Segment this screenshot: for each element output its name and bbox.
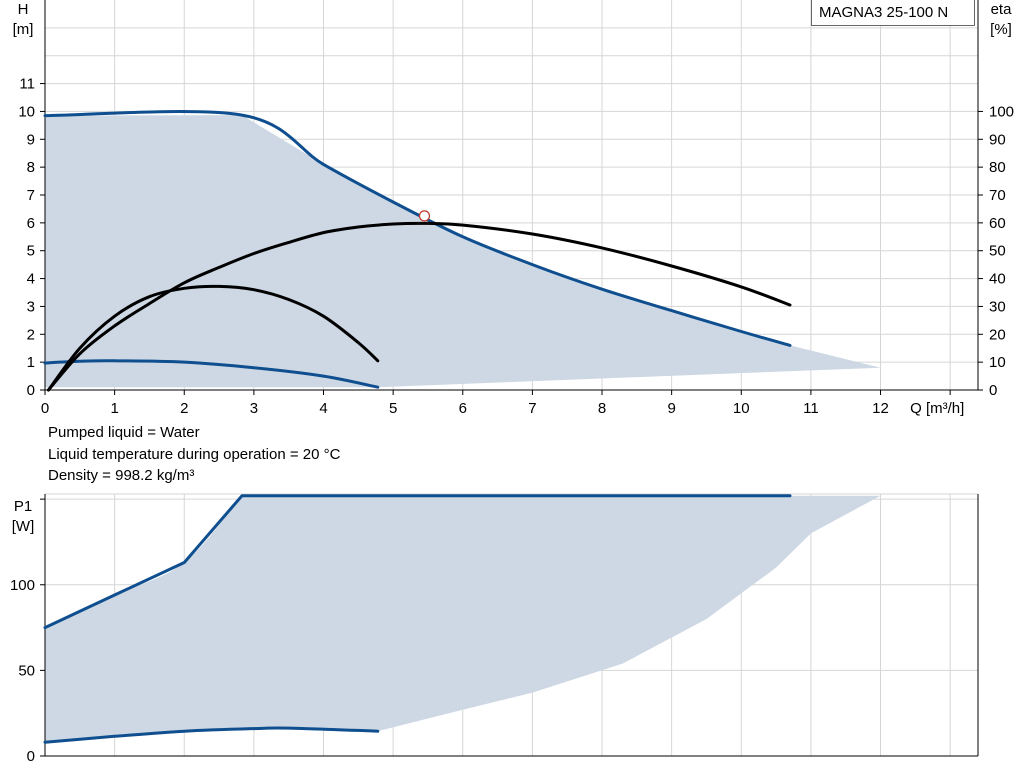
head-x-tick-label: 8 xyxy=(598,400,606,417)
head-y-tick-label: 0 xyxy=(27,382,35,399)
head-series-line-3 xyxy=(47,284,380,392)
pump-name-label: MAGNA3 25-100 N xyxy=(811,0,975,26)
eta-y-axis-label: eta xyxy=(991,1,1013,18)
head-x-tick-label: 10 xyxy=(733,400,750,417)
power-y-axis-label: P1 xyxy=(14,498,32,515)
eta-y-tick-label: 70 xyxy=(989,187,1006,204)
eta-y-axis-unit: [%] xyxy=(990,21,1012,38)
note-pumped-liquid: Pumped liquid = Water xyxy=(48,424,200,441)
note-liquid-temperature: Liquid temperature during operation = 20… xyxy=(48,446,341,463)
head-x-tick-label: 3 xyxy=(250,400,258,417)
head-x-tick-label: 1 xyxy=(110,400,118,417)
eta-y-tick-label: 50 xyxy=(989,243,1006,260)
head-x-tick-label: 6 xyxy=(459,400,467,417)
head-y-tick-label: 3 xyxy=(27,298,35,315)
power-series-line-1 xyxy=(43,726,380,744)
head-y-tick-label: 11 xyxy=(19,76,35,93)
head-y-tick-label: 4 xyxy=(27,271,35,288)
head-x-axis-label: Q [m³/h] xyxy=(910,400,964,417)
head-y-tick-label: 5 xyxy=(27,243,35,260)
note-density: Density = 998.2 kg/m³ xyxy=(48,467,195,484)
eta-y-tick-label: 10 xyxy=(989,354,1006,371)
eta-y-tick-label: 0 xyxy=(989,382,997,399)
head-x-tick-label: 0 xyxy=(41,400,49,417)
head-y-tick-label: 10 xyxy=(18,103,35,120)
power-y-axis-unit: [W] xyxy=(12,518,35,535)
power-operating-area xyxy=(45,495,881,743)
head-y-axis-unit: [m] xyxy=(13,21,34,38)
eta-y-tick-label: 100 xyxy=(989,103,1014,120)
power-y-tick-label: 50 xyxy=(18,662,35,679)
head-x-tick-label: 11 xyxy=(803,400,819,417)
eta-y-tick-label: 20 xyxy=(989,326,1006,343)
head-y-tick-label: 8 xyxy=(27,159,35,176)
power-series-line-0 xyxy=(43,494,792,630)
eta-y-tick-label: 40 xyxy=(989,271,1006,288)
head-y-tick-label: 7 xyxy=(27,187,35,204)
head-x-tick-label: 5 xyxy=(389,400,397,417)
head-series-line-2 xyxy=(47,221,792,392)
head-y-tick-label: 6 xyxy=(27,215,35,232)
head-x-tick-label: 2 xyxy=(180,400,188,417)
head-x-tick-label: 4 xyxy=(319,400,327,417)
power-y-tick-label: 0 xyxy=(27,748,35,765)
eta-y-tick-label: 30 xyxy=(989,298,1006,315)
head-series-line-0 xyxy=(43,110,792,347)
head-x-tick-label: 9 xyxy=(667,400,675,417)
eta-y-tick-label: 90 xyxy=(989,131,1006,148)
head-y-tick-label: 9 xyxy=(27,131,35,148)
eta-y-tick-label: 80 xyxy=(989,159,1006,176)
eta-y-tick-label: 60 xyxy=(989,215,1006,232)
head-y-tick-label: 1 xyxy=(27,354,35,371)
duty-point-marker xyxy=(418,210,431,222)
power-y-tick-label: 100 xyxy=(10,577,35,594)
head-x-tick-label: 12 xyxy=(872,400,889,417)
head-series-line-1 xyxy=(43,359,380,389)
head-operating-area xyxy=(45,115,881,388)
head-x-tick-label: 7 xyxy=(528,400,536,417)
head-y-axis-label: H xyxy=(18,1,29,18)
head-y-tick-label: 2 xyxy=(27,326,35,343)
